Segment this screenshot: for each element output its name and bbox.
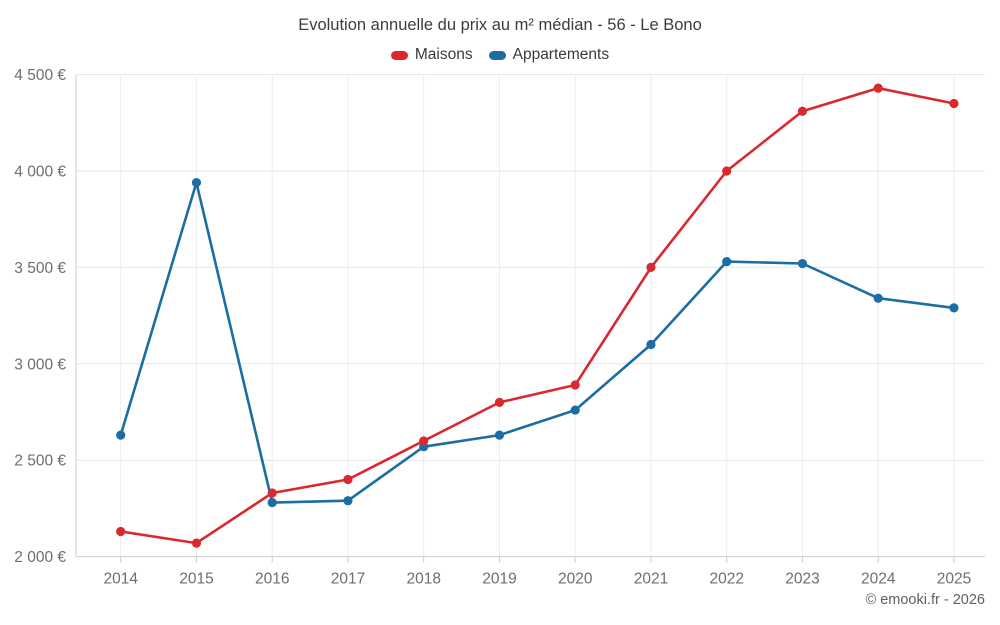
x-tick-label: 2018 — [406, 571, 440, 588]
x-tick-label: 2025 — [937, 571, 971, 588]
data-point-appartements-2024[interactable] — [873, 293, 883, 303]
data-point-appartements-2025[interactable] — [949, 303, 959, 313]
copyright-text: © emooki.fr - 2026 — [865, 592, 985, 608]
y-tick-label: 2 500 € — [14, 453, 66, 470]
x-tick-label: 2023 — [785, 571, 819, 588]
data-point-appartements-2021[interactable] — [646, 339, 656, 350]
legend-label: Maisons — [414, 46, 473, 63]
data-point-appartements-2023[interactable] — [797, 258, 808, 269]
data-point-appartements-2020[interactable] — [570, 405, 580, 415]
data-point-appartements-2016[interactable] — [267, 498, 277, 508]
x-tick-label: 2020 — [558, 571, 593, 588]
data-point-appartements-2019[interactable] — [494, 430, 505, 440]
data-point-appartements-2017[interactable] — [343, 496, 353, 506]
data-point-appartements-2022[interactable] — [722, 257, 732, 267]
data-point-appartements-2015[interactable] — [191, 177, 202, 188]
x-tick-label: 2016 — [255, 571, 289, 588]
y-tick-label: 4 000 € — [14, 164, 66, 181]
x-tick-label: 2014 — [103, 571, 138, 588]
data-point-maisons-2022[interactable] — [722, 166, 732, 176]
x-tick-label: 2024 — [861, 571, 896, 588]
y-tick-label: 2 000 € — [14, 549, 66, 566]
data-point-appartements-2014[interactable] — [116, 430, 126, 440]
x-tick-label: 2019 — [482, 571, 516, 588]
data-point-maisons-2020[interactable] — [570, 380, 580, 390]
data-point-maisons-2018[interactable] — [419, 436, 429, 446]
data-point-maisons-2016[interactable] — [267, 488, 277, 498]
data-point-maisons-2017[interactable] — [343, 474, 353, 485]
legend-item-maisons[interactable]: Maisons — [390, 46, 473, 64]
chart-title: Evolution annuelle du prix au m² médian … — [298, 16, 702, 34]
x-tick-label: 2017 — [331, 571, 365, 588]
data-point-maisons-2023[interactable] — [797, 106, 808, 116]
series-line-appartements — [119, 181, 956, 504]
x-tick-label: 2021 — [634, 571, 668, 588]
legend-swatch — [390, 50, 408, 60]
x-tick-label: 2022 — [709, 571, 743, 588]
data-point-maisons-2019[interactable] — [494, 397, 505, 407]
data-point-maisons-2014[interactable] — [116, 526, 126, 537]
series-line-maisons — [119, 86, 956, 545]
data-point-maisons-2021[interactable] — [646, 262, 656, 272]
x-tick-label: 2015 — [179, 571, 213, 588]
y-tick-label: 3 000 € — [14, 356, 66, 373]
data-point-maisons-2024[interactable] — [873, 83, 883, 93]
legend-label: Appartements — [512, 46, 610, 63]
y-tick-label: 3 500 € — [14, 260, 66, 277]
legend: Maisons Appartements — [0, 46, 1000, 64]
legend-swatch — [488, 50, 506, 60]
legend-item-appartements[interactable]: Appartements — [488, 46, 610, 64]
y-tick-label: 4 500 € — [14, 67, 66, 84]
data-point-maisons-2025[interactable] — [949, 98, 959, 109]
data-point-maisons-2015[interactable] — [191, 538, 202, 548]
